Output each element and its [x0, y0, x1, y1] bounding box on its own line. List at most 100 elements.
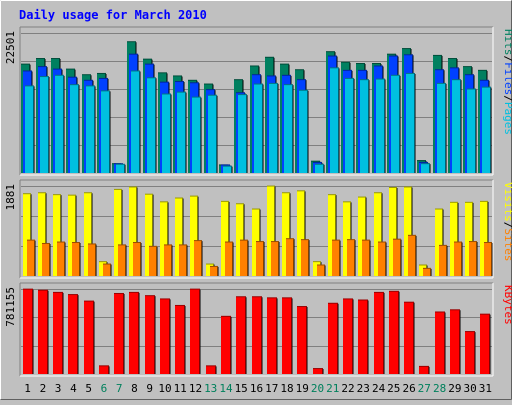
x-tick-label-day-5: 5	[85, 382, 92, 395]
x-tick-label-day-30: 30	[463, 382, 476, 395]
bar-kbytes-day-20	[313, 368, 323, 374]
bar-visits-day-1	[23, 193, 31, 276]
bar-visits-day-11	[175, 198, 183, 276]
x-tick-label-day-12: 12	[189, 382, 202, 395]
bar-sites-day-29	[454, 242, 462, 276]
x-tick-label-day-7: 7	[116, 382, 123, 395]
x-tick-label-day-1: 1	[24, 382, 31, 395]
bar-pages-day-26	[406, 73, 415, 173]
bar-visits-day-30	[465, 202, 473, 276]
bar-visits-day-25	[389, 187, 397, 276]
bar-kbytes-day-14	[221, 316, 231, 374]
x-tick-label-day-18: 18	[280, 382, 293, 395]
bar-pages-day-19	[299, 90, 308, 173]
bar-pages-day-20	[315, 164, 324, 173]
bar-sites-day-1	[27, 240, 35, 276]
x-tick-label-day-20: 20	[311, 382, 324, 395]
bar-pages-day-29	[452, 79, 461, 173]
x-tick-label-day-21: 21	[326, 382, 339, 395]
x-tick-label-day-3: 3	[55, 382, 62, 395]
bar-sites-day-25	[393, 239, 401, 276]
bar-visits-day-19	[297, 190, 305, 276]
bar-pages-day-9	[147, 77, 156, 173]
bar-pages-day-16	[254, 84, 263, 173]
bar-sites-day-3	[57, 242, 65, 276]
bar-pages-day-6	[101, 90, 110, 173]
bar-kbytes-day-26	[404, 302, 414, 374]
x-tick-label-day-31: 31	[479, 382, 492, 395]
bar-sites-day-13	[210, 266, 218, 276]
x-tick-label-day-15: 15	[235, 382, 248, 395]
chart-title: Daily usage for March 2010	[19, 8, 207, 22]
bar-pages-day-5	[86, 85, 95, 173]
requests-panel-legend-separator: /	[502, 56, 512, 63]
bar-sites-day-31	[484, 242, 492, 276]
bar-pages-day-15	[238, 94, 247, 173]
bar-kbytes-day-16	[252, 296, 262, 374]
bar-visits-day-5	[84, 192, 92, 276]
bar-sites-day-19	[301, 239, 309, 276]
bar-kbytes-day-3	[53, 292, 63, 374]
bar-kbytes-day-4	[68, 294, 78, 374]
bar-kbytes-day-28	[435, 311, 445, 374]
bar-pages-day-22	[345, 78, 354, 173]
bar-pages-day-31	[482, 87, 491, 173]
bar-sites-day-28	[439, 245, 447, 276]
visits-panel-legend-sites: Sites	[502, 228, 512, 261]
visits-panel-legend: Visits/Sites	[502, 182, 512, 262]
bar-pages-day-25	[391, 75, 400, 173]
kbytes-panel-legend: KBytes	[502, 285, 512, 325]
bar-pages-day-18	[284, 84, 293, 173]
requests-panel-ymax-label: 22501	[4, 31, 17, 64]
bar-sites-day-10	[164, 244, 172, 276]
x-tick-label-day-19: 19	[296, 382, 309, 395]
bar-visits-day-12	[190, 196, 198, 276]
bar-kbytes-day-9	[145, 295, 155, 374]
visits-panel-ymax-label: 1881	[4, 184, 17, 211]
bar-kbytes-day-22	[343, 298, 353, 374]
bar-visits-day-21	[328, 194, 336, 276]
bar-visits-day-17	[267, 186, 275, 276]
bar-visits-day-22	[343, 201, 351, 276]
bar-visits-day-9	[145, 194, 153, 276]
bar-visits-day-4	[68, 195, 76, 276]
bar-visits-day-2	[38, 192, 46, 276]
bar-pages-day-14	[223, 166, 232, 173]
x-tick-label-day-11: 11	[174, 382, 187, 395]
bar-sites-day-2	[42, 243, 50, 276]
bar-sites-day-21	[332, 240, 340, 276]
bar-visits-day-18	[282, 192, 290, 276]
bar-pages-day-12	[192, 97, 201, 173]
bar-kbytes-day-21	[328, 303, 338, 374]
bar-kbytes-day-24	[374, 292, 384, 374]
bar-kbytes-day-11	[175, 305, 185, 374]
bar-kbytes-day-18	[282, 297, 292, 374]
bar-sites-day-24	[378, 242, 386, 276]
bar-sites-day-17	[271, 241, 279, 276]
bar-kbytes-day-1	[23, 289, 33, 374]
bar-kbytes-day-10	[160, 298, 170, 374]
bar-sites-day-8	[133, 242, 141, 276]
bar-sites-day-20	[317, 264, 325, 276]
bar-pages-day-30	[467, 89, 476, 173]
bar-visits-day-3	[53, 194, 61, 276]
bar-visits-day-24	[374, 192, 382, 276]
bar-sites-day-30	[469, 241, 477, 276]
bar-pages-day-3	[55, 75, 64, 173]
visits-panel-legend-visits: Visits	[502, 182, 512, 222]
bar-pages-day-23	[360, 79, 369, 173]
bar-sites-day-23	[362, 240, 370, 276]
bar-sites-day-16	[256, 241, 264, 276]
bar-kbytes-day-7	[114, 293, 124, 374]
x-tick-label-day-24: 24	[372, 382, 386, 395]
x-tick-label-day-25: 25	[387, 382, 400, 395]
x-tick-label-day-29: 29	[448, 382, 461, 395]
bar-visits-day-23	[358, 197, 366, 276]
bar-kbytes-day-17	[267, 297, 277, 374]
bar-visits-day-8	[129, 187, 137, 276]
bar-pages-day-17	[269, 83, 278, 173]
x-tick-label-day-10: 10	[158, 382, 171, 395]
bar-pages-day-4	[70, 84, 79, 173]
bar-visits-day-29	[450, 202, 458, 276]
x-tick-label-day-14: 14	[219, 382, 233, 395]
